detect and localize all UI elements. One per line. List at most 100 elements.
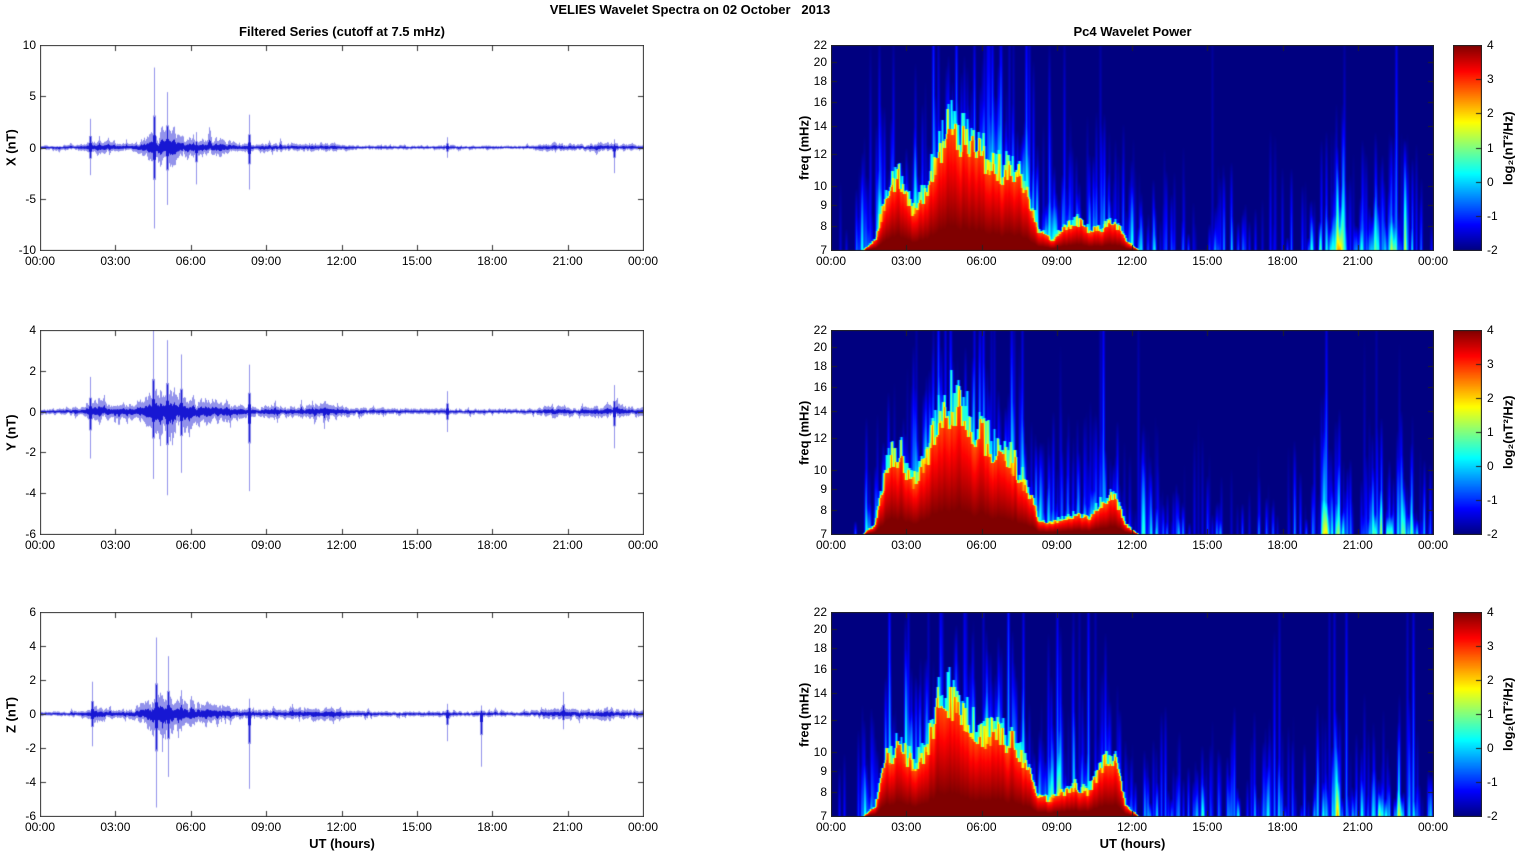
colorbar-tick-label: 1 xyxy=(1487,140,1494,155)
x-tick-label: 18:00 xyxy=(1267,538,1298,552)
freq-tick-label: 7 xyxy=(820,527,827,541)
y-tick-label: -4 xyxy=(25,486,36,501)
colorbar-label-2: log₂(nT²/Hz) xyxy=(1500,395,1516,470)
x-tick-label: 06:00 xyxy=(966,820,997,834)
x-tick-label: 09:00 xyxy=(251,254,282,268)
x-tick-label: 06:00 xyxy=(175,254,206,268)
z-spectrogram-panel: 22 20 18 16 14 12 10 9 8 7 00:00 03:00 06:00 09:00 12:… xyxy=(814,605,1448,834)
figure-title: VELIES Wavelet Spectra on 02 October 201… xyxy=(549,2,831,17)
x-tick-label: 21:00 xyxy=(1342,254,1373,268)
y-tick-label: -5 xyxy=(25,191,36,206)
freq-tick-label: 16 xyxy=(813,95,827,109)
colorbar-tick-label: -2 xyxy=(1487,243,1498,257)
freq-tick-label: 8 xyxy=(820,503,827,518)
y-tick-label: -2 xyxy=(25,445,36,460)
x-tick-label: 12:00 xyxy=(1116,254,1148,268)
y-tick-label: 0 xyxy=(29,140,36,155)
x-series-panel: -10 -5 0 5 10 00:00 03:00 06:00 09:00 12:00 15:00 1… xyxy=(19,38,658,268)
colorbar-tick-label: 1 xyxy=(1487,425,1494,439)
x-tick-label: 00:00 xyxy=(1417,538,1449,552)
x-tick-label: 06:00 xyxy=(175,820,206,834)
right-column-title: Pc4 Wavelet Power xyxy=(1073,24,1192,39)
colorbar-tick-label: 3 xyxy=(1487,639,1494,653)
colorbar-label-1: log₂(nT²/Hz) xyxy=(1500,111,1516,185)
colorbar-tick-label: -1 xyxy=(1487,493,1498,507)
colorbar-tick-label: 3 xyxy=(1487,72,1494,87)
x-tick-label: 03:00 xyxy=(100,538,131,552)
x-tick-label: 00:00 xyxy=(815,820,847,834)
x-tick-label: 18:00 xyxy=(477,254,508,268)
x-tick-label: 09:00 xyxy=(251,820,282,834)
colorbar-tick-label: -1 xyxy=(1487,775,1498,789)
y-tick-label: 4 xyxy=(29,323,36,337)
x-tick-label: 18:00 xyxy=(477,538,508,552)
freq-tick-label: 12 xyxy=(813,430,827,445)
y-spectrogram-canvas xyxy=(831,330,1434,535)
x-tick-label: 09:00 xyxy=(1041,538,1072,552)
colorbar-tick-label: -2 xyxy=(1487,527,1498,541)
colorbar-tick-label: 2 xyxy=(1487,106,1494,121)
colorbar-z: 4 3 2 1 0 -1 -2 xyxy=(1453,605,1498,823)
freq-tick-label: 9 xyxy=(820,764,827,779)
y-tick-label: 5 xyxy=(29,89,36,104)
y-tick-label: 0 xyxy=(29,404,36,419)
x-tick-label: 12:00 xyxy=(326,820,357,834)
colorbar-tick-label: 4 xyxy=(1487,605,1494,619)
freq-tick-label: 7 xyxy=(820,243,827,257)
freq-tick-label: 18 xyxy=(813,73,827,88)
ylabel-freq-3: freq (mHz) xyxy=(796,682,812,747)
freq-tick-label: 20 xyxy=(813,621,827,636)
colorbar-tick-label: 4 xyxy=(1487,323,1494,337)
colorbar-x: 4 3 2 1 0 -1 -2 xyxy=(1453,38,1498,257)
x-tick-label: 15:00 xyxy=(401,820,432,834)
x-series-canvas xyxy=(40,45,644,251)
x-tick-label: 18:00 xyxy=(1267,820,1298,834)
freq-tick-label: 12 xyxy=(813,712,827,727)
x-tick-label: 00:00 xyxy=(627,538,659,552)
x-tick-label: 21:00 xyxy=(552,254,583,268)
x-tick-label: 03:00 xyxy=(100,820,131,834)
x-tick-label: 21:00 xyxy=(1342,820,1373,834)
freq-tick-label: 10 xyxy=(813,745,827,760)
x-spectrogram-panel: 22 20 18 16 14 12 10 9 8 7 00:00 03:00 06:00 09:00 12:… xyxy=(814,38,1448,268)
ylabel-x-series: X (nT) xyxy=(3,129,19,167)
y-tick-label: -2 xyxy=(25,741,36,755)
x-tick-label: 00:00 xyxy=(627,820,659,834)
colorbar-y: 4 3 2 1 0 -1 -2 xyxy=(1453,323,1498,541)
y-tick-label: -10 xyxy=(18,243,36,257)
colorbar-canvas xyxy=(1453,330,1482,535)
x-tick-label: 12:00 xyxy=(326,538,357,552)
y-tick-label: -6 xyxy=(25,809,36,823)
y-tick-label: -6 xyxy=(25,527,36,541)
ylabel-y-series: Y (nT) xyxy=(3,414,19,451)
x-tick-label: 06:00 xyxy=(966,538,997,552)
colorbar-tick-label: 1 xyxy=(1487,707,1494,721)
freq-tick-label: 9 xyxy=(820,198,827,212)
x-tick-label: 00:00 xyxy=(24,254,56,268)
x-tick-label: 12:00 xyxy=(1116,820,1148,834)
y-tick-label: 4 xyxy=(29,639,36,653)
xlabel-right: UT (hours) xyxy=(1099,836,1166,851)
colorbar-tick-label: 0 xyxy=(1487,174,1494,189)
x-tick-label: 06:00 xyxy=(966,254,997,268)
y-spectrogram-panel: 22 20 18 16 14 12 10 9 8 7 00:00 03:00 06:00 09:00 12:… xyxy=(814,323,1448,552)
x-tick-label: 03:00 xyxy=(100,254,131,268)
ylabel-freq-1: freq (mHz) xyxy=(796,115,812,181)
freq-tick-label: 22 xyxy=(813,38,827,52)
y-tick-label: 10 xyxy=(22,38,36,52)
freq-tick-label: 18 xyxy=(813,358,827,373)
colorbar-tick-label: 4 xyxy=(1487,38,1494,52)
freq-tick-label: 8 xyxy=(820,219,827,234)
x-tick-label: 21:00 xyxy=(552,820,583,834)
x-tick-label: 12:00 xyxy=(326,254,357,268)
freq-tick-label: 16 xyxy=(813,661,827,676)
x-tick-label: 21:00 xyxy=(552,538,583,552)
x-tick-label: 15:00 xyxy=(1192,254,1223,268)
freq-tick-label: 22 xyxy=(813,605,827,619)
freq-tick-label: 20 xyxy=(813,55,827,70)
x-tick-label: 09:00 xyxy=(1041,254,1072,268)
freq-tick-label: 10 xyxy=(813,179,827,194)
colorbar-canvas xyxy=(1453,612,1482,817)
y-tick-label: 2 xyxy=(29,673,36,687)
